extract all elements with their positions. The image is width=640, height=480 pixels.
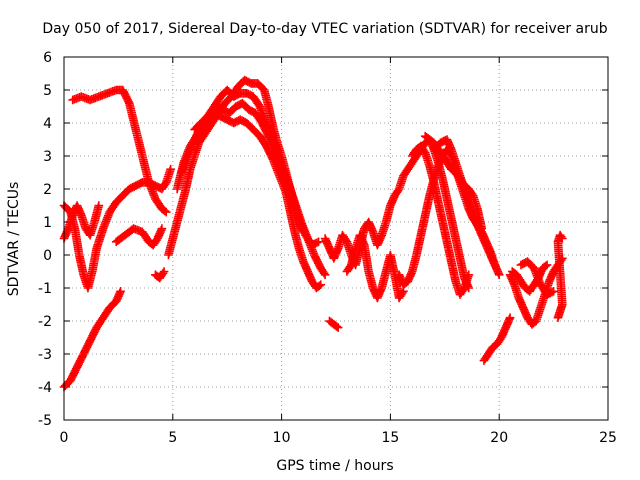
- data-point: [166, 164, 175, 174]
- series-arc21: [516, 257, 558, 299]
- y-axis-label: SDTVAR / TECUs: [6, 182, 22, 297]
- data-point: [316, 280, 326, 289]
- x-axis-label: GPS time / hours: [276, 458, 393, 474]
- data-point: [116, 287, 125, 296]
- data-point: [314, 237, 323, 247]
- data-point: [549, 287, 558, 296]
- data-point: [159, 267, 169, 276]
- y-tick-label: -3: [38, 347, 52, 363]
- y-tick-label: 1: [43, 215, 52, 231]
- data-point: [333, 323, 343, 332]
- y-tick-label: -1: [38, 281, 52, 297]
- data-marker: [315, 281, 324, 291]
- data-point: [157, 224, 167, 233]
- x-tick-label: 25: [599, 430, 617, 446]
- y-tick-label: 3: [43, 149, 52, 165]
- series-arc12: [325, 316, 343, 332]
- series-arc2: [59, 164, 175, 293]
- y-tick-label: 6: [43, 50, 52, 66]
- axis-ticks: 0 5 10 15 20 25 -5 -4 -3 -2 -1 0 1 2 3 4 5 6: [38, 50, 617, 446]
- y-tick-label: -5: [38, 413, 52, 429]
- data-point: [161, 207, 171, 217]
- data-point: [558, 234, 567, 243]
- data-point: [542, 260, 552, 270]
- grid: [64, 57, 608, 420]
- data-marker: [541, 261, 550, 271]
- series-arc22: [553, 230, 567, 322]
- series-arc3: [59, 287, 125, 392]
- y-tick-label: 2: [43, 182, 52, 198]
- data-marks: [59, 75, 567, 392]
- x-tick-label: 5: [168, 430, 177, 446]
- series-arc4: [68, 85, 171, 217]
- y-tick-label: 5: [43, 83, 52, 99]
- series-arc1: [59, 201, 104, 243]
- y-tick-label: 0: [43, 248, 52, 264]
- data-marker: [160, 206, 170, 216]
- series-arc17: [429, 135, 500, 270]
- series-arc5: [111, 224, 167, 250]
- series-arc18: [479, 313, 515, 365]
- y-tick-label: -2: [38, 314, 52, 330]
- data-point: [490, 260, 500, 270]
- data-point: [320, 270, 330, 280]
- y-tick-label: -4: [38, 380, 52, 396]
- x-tick-label: 15: [381, 430, 399, 446]
- x-tick-label: 0: [60, 430, 69, 446]
- series-arc13: [342, 230, 408, 303]
- series-arc15: [407, 141, 474, 299]
- plot-frame: [63, 56, 609, 421]
- series-arc10: [190, 108, 326, 293]
- data-marker: [332, 322, 342, 331]
- series-arc9: [172, 98, 330, 280]
- y-tick-label: 4: [43, 116, 52, 132]
- x-tick-label: 10: [273, 430, 291, 446]
- series-arc6: [151, 267, 169, 283]
- chart-title: Day 050 of 2017, Sidereal Day-to-day VTE…: [42, 21, 607, 37]
- data-point: [505, 313, 515, 322]
- x-tick-label: 20: [490, 430, 508, 446]
- data-point: [94, 201, 104, 210]
- data-point: [494, 270, 504, 280]
- data-point: [464, 283, 474, 293]
